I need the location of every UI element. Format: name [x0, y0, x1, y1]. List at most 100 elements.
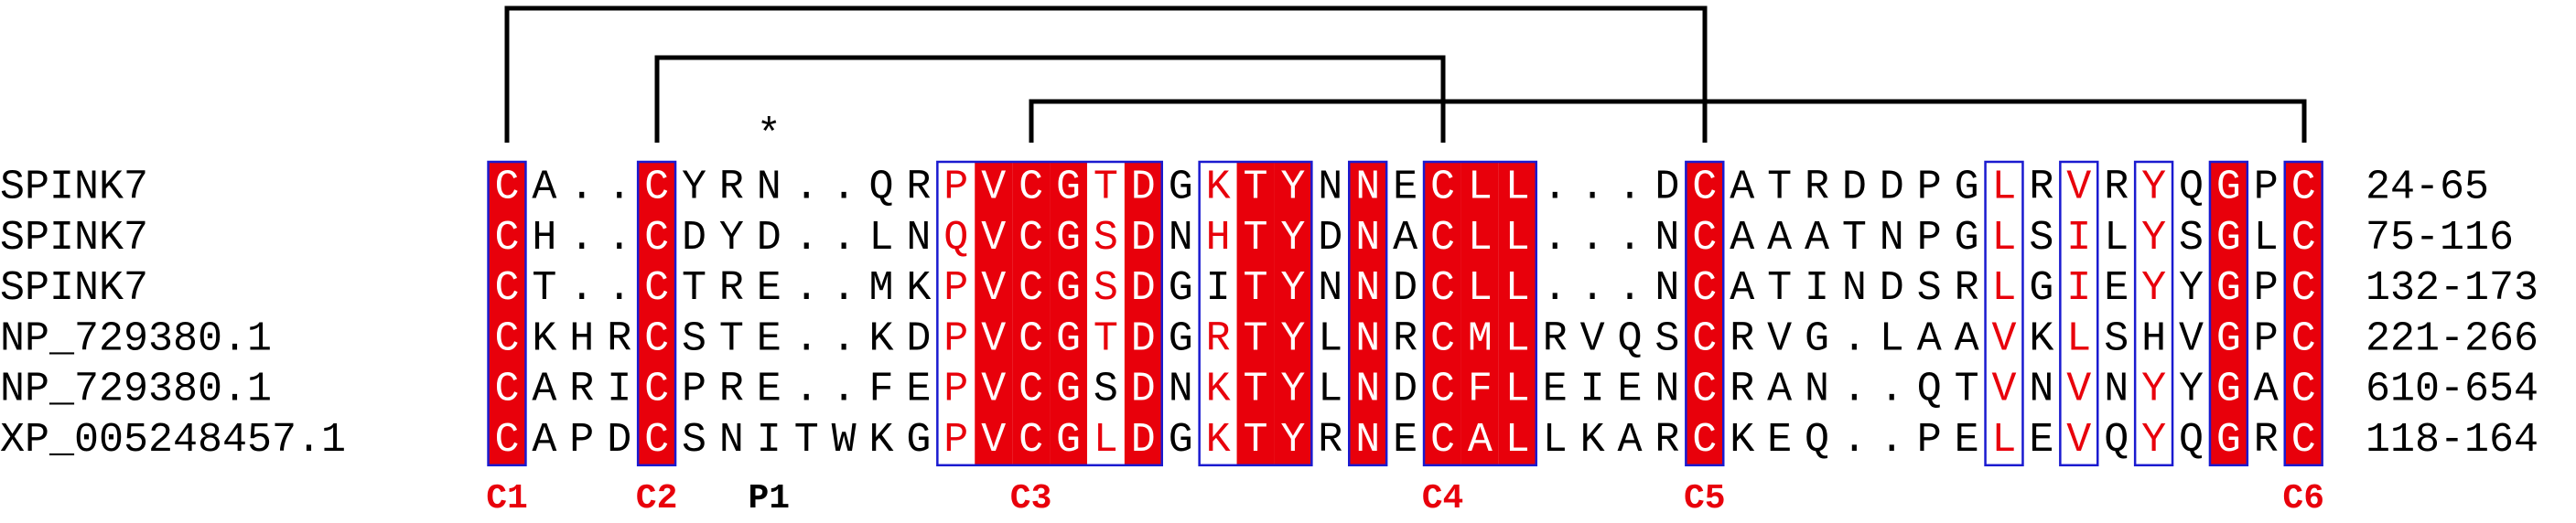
residue: L: [1318, 315, 1342, 362]
residue: .: [607, 265, 631, 312]
residue: C: [494, 265, 519, 312]
cysteine-label: C3: [1010, 479, 1052, 518]
residue: K: [906, 265, 931, 312]
residue: C: [494, 215, 519, 262]
residue: G: [1955, 215, 1979, 262]
residue: L: [1543, 417, 1568, 464]
residue: T: [794, 417, 819, 464]
residue: C: [2291, 215, 2316, 262]
residue: K: [1730, 417, 1754, 464]
residue: V: [1991, 315, 2016, 362]
residue: N: [1169, 367, 1193, 413]
residue: N: [1355, 215, 1380, 262]
residue: S: [1094, 215, 1118, 262]
residue: R: [1805, 165, 1829, 211]
residue: C: [1430, 265, 1455, 312]
residue: C: [644, 315, 669, 362]
residue: E: [2104, 265, 2129, 312]
similarity-box: [487, 160, 527, 467]
residue: A: [1730, 265, 1754, 312]
residue: N: [1355, 265, 1380, 312]
residue: I: [2066, 215, 2091, 262]
cysteine-label: C5: [1684, 479, 1726, 518]
residue: V: [981, 215, 1006, 262]
residue: I: [1805, 265, 1829, 312]
residue: Q: [2179, 417, 2204, 464]
residue: C: [1692, 367, 1717, 413]
residue: F: [868, 367, 893, 413]
residue: C: [644, 367, 669, 413]
residue: D: [1318, 215, 1342, 262]
residue: G: [1056, 417, 1081, 464]
residue: C: [494, 367, 519, 413]
star-marker: *: [757, 112, 781, 159]
residue: G: [2216, 215, 2241, 262]
sequence-name: SPINK7: [0, 215, 148, 262]
residue: L: [1505, 265, 1530, 312]
residue: .: [832, 165, 857, 211]
residue: N: [1355, 315, 1380, 362]
residue: Q: [1917, 367, 1942, 413]
sequence-range: 132-173: [2366, 265, 2538, 312]
residue: A: [1468, 417, 1493, 464]
residue: N: [1880, 215, 1904, 262]
residue: .: [1842, 367, 1867, 413]
residue: P: [569, 417, 594, 464]
residue: E: [906, 367, 931, 413]
residue: G: [1056, 367, 1081, 413]
cysteine-label: C2: [636, 479, 678, 518]
residue: .: [1580, 215, 1605, 262]
residue: .: [1617, 165, 1642, 211]
residue: E: [1393, 417, 1417, 464]
residue: T: [1243, 315, 1267, 362]
residue: S: [2029, 215, 2053, 262]
residue: L: [1468, 265, 1493, 312]
sequence-name: SPINK7: [0, 165, 148, 211]
residue: K: [1206, 367, 1231, 413]
residue: R: [2104, 165, 2129, 211]
conserved-column: [1012, 162, 1051, 465]
residue: .: [1543, 265, 1568, 312]
residue: A: [2254, 367, 2279, 413]
residue: Y: [1280, 165, 1305, 211]
residue: .: [1580, 165, 1605, 211]
residue: .: [569, 165, 594, 211]
residue: N: [1169, 215, 1193, 262]
residue: S: [2179, 215, 2204, 262]
residue: E: [757, 265, 781, 312]
residue: C: [1430, 215, 1455, 262]
residue: G: [1169, 265, 1193, 312]
residue: G: [1056, 165, 1081, 211]
residue: H: [2141, 315, 2166, 362]
residue: D: [1880, 165, 1904, 211]
residue: N: [1805, 367, 1829, 413]
conserved-column: [2284, 162, 2323, 465]
residue: R: [906, 165, 931, 211]
residue: S: [1094, 367, 1118, 413]
residue: A: [532, 165, 556, 211]
residue: L: [1094, 417, 1118, 464]
conserved-column: [1274, 162, 1312, 465]
residue: Y: [2141, 265, 2166, 312]
residue: R: [1654, 417, 1679, 464]
residue: C: [2291, 367, 2316, 413]
residue: D: [906, 315, 931, 362]
residue: G: [2216, 315, 2241, 362]
residue: N: [1355, 165, 1380, 211]
residue: .: [569, 265, 594, 312]
sequence-range: 24-65: [2366, 165, 2489, 211]
residue: N: [1355, 417, 1380, 464]
residue: C: [1692, 417, 1717, 464]
conserved-column: [1686, 162, 1724, 465]
residue: K: [868, 417, 893, 464]
residue: Q: [868, 165, 893, 211]
sequence-range: 118-164: [2366, 417, 2538, 464]
residue: C: [1692, 315, 1717, 362]
residue: C: [1019, 215, 1043, 262]
residue: N: [1355, 367, 1380, 413]
residue: Y: [2141, 367, 2166, 413]
residue: D: [1393, 367, 1417, 413]
residue: L: [868, 215, 893, 262]
residue: K: [1206, 417, 1231, 464]
residue: P: [2254, 265, 2279, 312]
